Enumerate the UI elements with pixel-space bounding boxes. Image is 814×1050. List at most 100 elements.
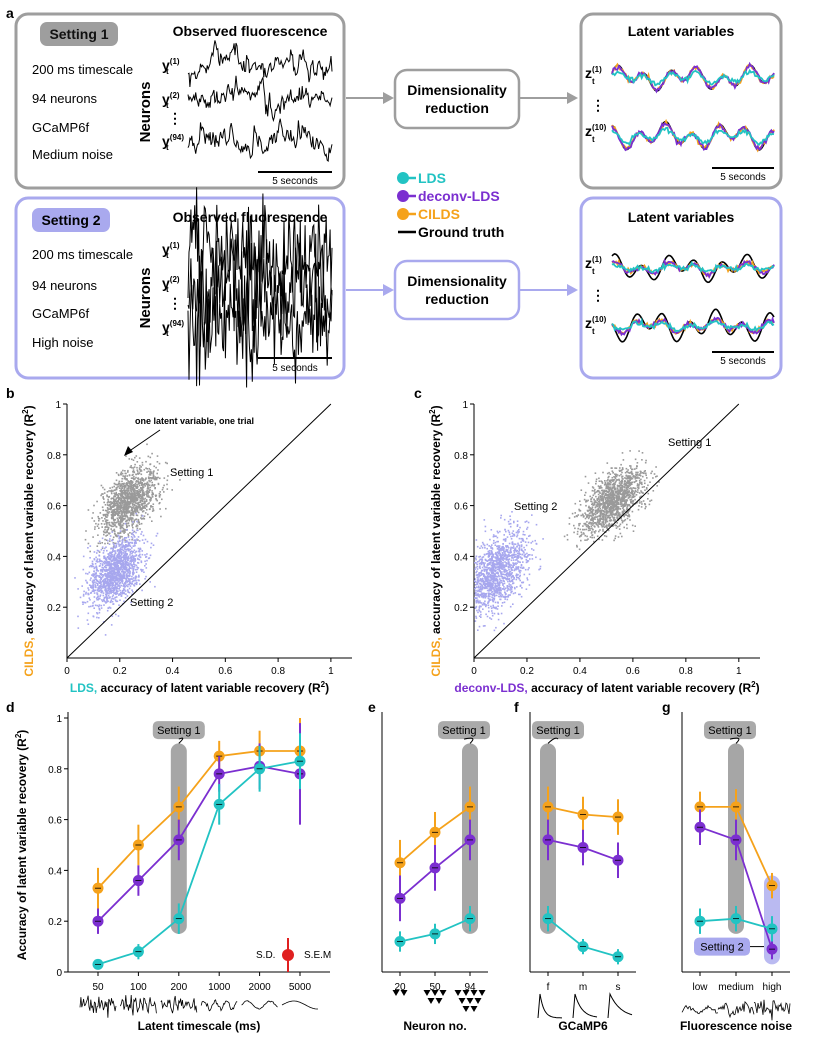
scatter-point	[114, 576, 117, 578]
scatter-point	[97, 534, 99, 536]
scatter-point	[95, 582, 97, 584]
scatter-point	[522, 530, 525, 533]
scatter-point	[638, 492, 641, 494]
scatter-point	[174, 468, 176, 470]
scatter-point	[614, 520, 616, 523]
scatter-point	[638, 500, 641, 502]
scatter-point	[578, 535, 581, 538]
scatter-point	[640, 478, 642, 481]
scatter-point	[120, 472, 122, 475]
scatter-point	[603, 496, 606, 499]
scatter-point	[633, 491, 636, 493]
scatter-point	[109, 582, 112, 585]
scatter-point	[86, 600, 89, 603]
scatter-point	[127, 503, 129, 505]
scatter-point	[119, 574, 122, 576]
scatter-point	[112, 538, 114, 541]
scatter-point	[578, 509, 581, 512]
scatter-point	[110, 578, 112, 581]
scatter-point	[113, 592, 115, 595]
scatter-point	[608, 504, 610, 506]
scatter-point	[616, 490, 619, 493]
scatter-point	[506, 570, 508, 572]
scatter-point	[618, 482, 621, 484]
scatter-point	[116, 493, 119, 496]
scatter-point	[607, 491, 610, 494]
scatter-point	[617, 502, 620, 504]
scatter-point	[602, 528, 604, 531]
scatter-point	[102, 552, 105, 554]
scatter-point	[626, 517, 629, 520]
scatter-point	[617, 512, 620, 515]
scatter-point	[138, 558, 141, 561]
scatter-point	[121, 480, 123, 483]
scatter-point	[623, 526, 625, 529]
scatter-point	[100, 523, 103, 525]
scatter-point	[131, 492, 134, 494]
scatter-point	[113, 580, 116, 582]
scatter-point	[131, 554, 134, 557]
scatter-point	[489, 577, 492, 579]
scatter-point	[113, 564, 116, 567]
scatter-point	[122, 571, 125, 574]
scatter-point	[626, 495, 628, 497]
scatter-point	[614, 467, 616, 469]
scatter-point	[116, 512, 119, 515]
scatter-point	[126, 484, 129, 486]
scatter-point	[95, 579, 98, 582]
scatter-point	[479, 605, 481, 607]
scatter-point	[120, 473, 122, 476]
scatter-point	[123, 532, 125, 534]
scatter-point	[608, 493, 610, 495]
scatter-point	[130, 550, 133, 552]
scatter-point	[120, 521, 122, 523]
scatter-point	[475, 566, 477, 569]
scatter-point	[630, 491, 633, 494]
scatter-point	[103, 581, 105, 583]
scatter-point	[499, 530, 501, 533]
scatter-point	[137, 480, 139, 482]
scatter-point	[479, 547, 481, 549]
scatter-point	[627, 477, 630, 480]
scatter-point	[591, 527, 593, 530]
scatter-point	[126, 478, 128, 481]
scatter-point	[608, 475, 610, 478]
scatter-point	[112, 513, 114, 516]
scatter-point	[598, 521, 601, 523]
scatter-point	[128, 538, 131, 541]
scatter-point	[156, 472, 158, 475]
scatter-point	[108, 585, 111, 587]
scatter-point	[484, 625, 486, 627]
scatter-point	[585, 528, 588, 531]
scatter-point	[643, 486, 645, 488]
scatter-point	[114, 489, 116, 491]
scatter-point	[585, 504, 587, 507]
scatter-point	[149, 480, 151, 483]
scatter-point	[114, 513, 116, 516]
scatter-point	[103, 599, 105, 602]
scatter-point	[106, 513, 109, 516]
scatter-point	[520, 595, 523, 598]
scatter-point	[626, 470, 628, 473]
y-tick-label: 1	[55, 400, 61, 411]
scatter-point	[131, 493, 133, 496]
scatter-point	[135, 554, 138, 556]
scatter-point	[110, 517, 113, 520]
scatter-point	[501, 605, 503, 607]
scatter-point	[114, 584, 117, 586]
scatter-point	[136, 470, 139, 473]
scatter-point	[92, 536, 94, 538]
scatter-point	[98, 590, 101, 592]
scatter-point	[106, 609, 109, 612]
scatter-point	[101, 546, 104, 548]
scatter-point	[137, 529, 139, 532]
scatter-point	[145, 467, 147, 469]
scatter-point	[630, 478, 633, 480]
scatter-point	[92, 588, 95, 591]
setting1-title: Observed fluorescence	[173, 23, 328, 39]
scatter-point	[110, 575, 113, 578]
scatter-point	[106, 509, 108, 512]
scatter-point	[115, 487, 117, 489]
scatter-point	[151, 481, 153, 484]
scatter-point	[112, 525, 114, 528]
